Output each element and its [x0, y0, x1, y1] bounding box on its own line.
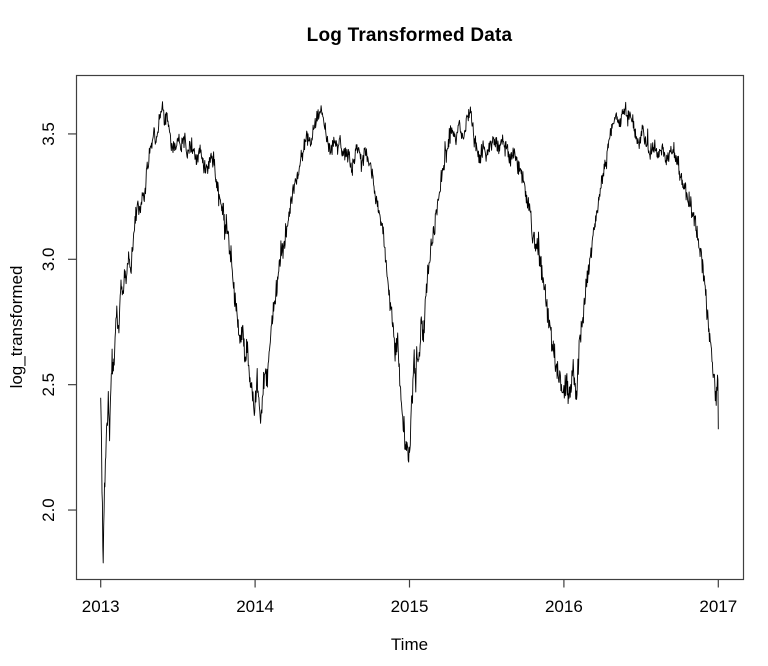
y-tick-label: 3.5	[39, 122, 58, 146]
y-tick-label: 3.0	[39, 247, 58, 271]
y-tick-label: 2.0	[39, 498, 58, 522]
x-tick-label: 2017	[699, 597, 737, 616]
plot-box	[75, 74, 745, 581]
x-tick-label: 2016	[545, 597, 583, 616]
x-tick-label: 2013	[82, 597, 120, 616]
y-tick-label: 2.5	[39, 373, 58, 397]
y-axis-label: log_transformed	[7, 265, 26, 389]
chart-title: Log Transformed Data	[306, 25, 513, 46]
data-series-line	[100, 101, 719, 564]
x-tick-label: 2014	[236, 597, 274, 616]
x-axis-label: Time	[390, 635, 429, 654]
x-tick-label: 2015	[391, 597, 429, 616]
